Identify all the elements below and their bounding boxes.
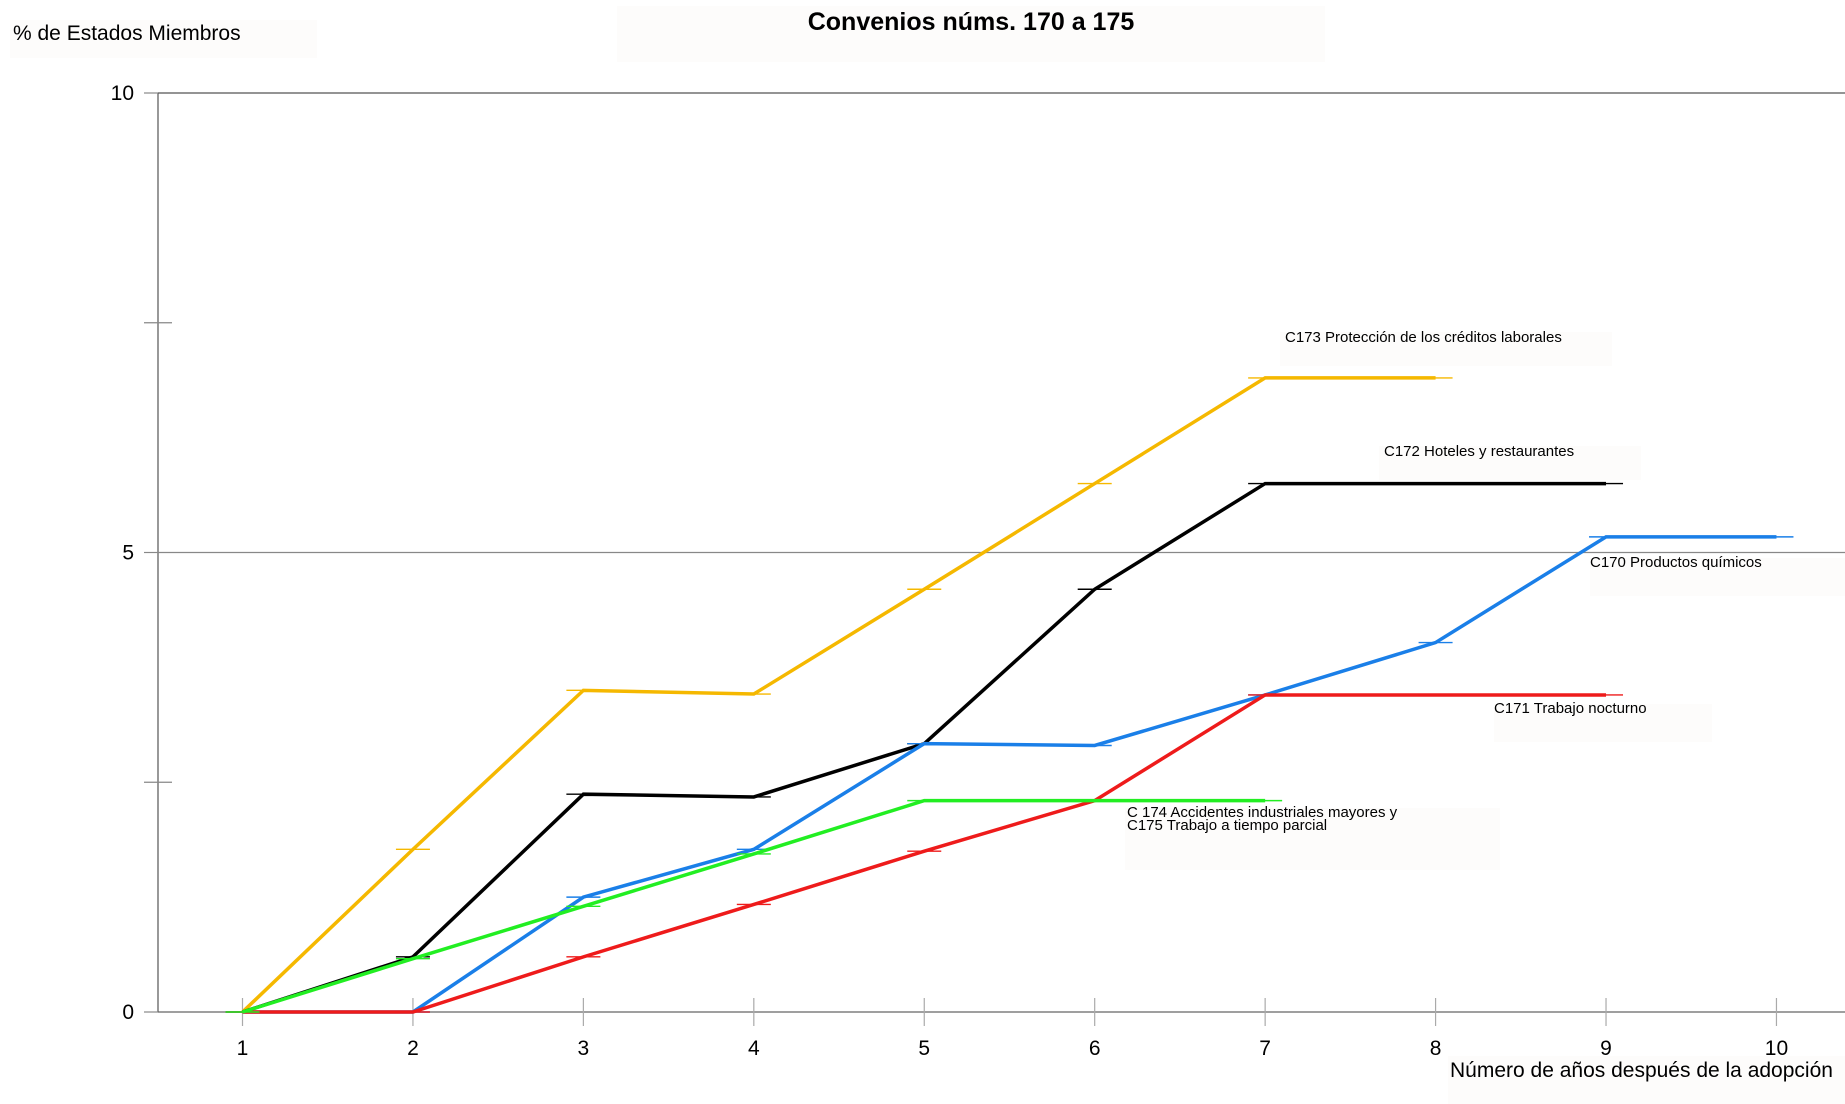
chart-title: Convenios núms. 170 a 175	[807, 8, 1135, 36]
annotation-label: C175 Trabajo a tiempo parcial	[1127, 817, 1327, 834]
x-tick-label: 5	[918, 1037, 930, 1060]
title-background	[617, 6, 1325, 62]
x-tick-label: 8	[1430, 1037, 1442, 1060]
annotation-background	[1379, 446, 1641, 480]
x-tick-label: 9	[1600, 1037, 1612, 1060]
x-tick-label: 2	[407, 1037, 419, 1060]
x-tick-label: 4	[748, 1037, 760, 1060]
y-tick-label: 0	[122, 1001, 134, 1024]
annotation-background	[1125, 808, 1500, 870]
annotation-label: C170 Productos químicos	[1590, 554, 1762, 571]
annotation-background	[1280, 332, 1612, 366]
x-axis-label: Número de años después de la adopción	[1450, 1059, 1833, 1082]
x-tick-label: 1	[237, 1037, 249, 1060]
series-line-2	[241, 481, 1607, 1014]
y-axis-label: % de Estados Miembros	[13, 22, 241, 45]
annotation-label: C 174 Accidentes industriales mayores y	[1127, 804, 1398, 821]
annotation-label: C172 Hoteles y restaurantes	[1384, 443, 1574, 460]
x-tick-label: 7	[1259, 1037, 1271, 1060]
x-tick-label: 6	[1089, 1037, 1101, 1060]
annotation-background	[1494, 704, 1712, 742]
y-tick-label: 10	[111, 82, 134, 105]
annotation-background	[1590, 558, 1845, 596]
series-line-3	[242, 535, 1777, 1014]
x-tick-label: 3	[578, 1037, 590, 1060]
y-axis-label-background	[10, 20, 317, 58]
x-axis-label-background	[1448, 1056, 1845, 1104]
series-line-5	[241, 798, 1266, 1014]
x-tick-label: 10	[1765, 1037, 1788, 1060]
annotation-label: C173 Protección de los créditos laborale…	[1285, 329, 1562, 346]
annotation-label: C171 Trabajo nocturno	[1494, 700, 1647, 717]
series-line-1	[241, 376, 1436, 1014]
y-tick-label: 5	[122, 542, 134, 565]
